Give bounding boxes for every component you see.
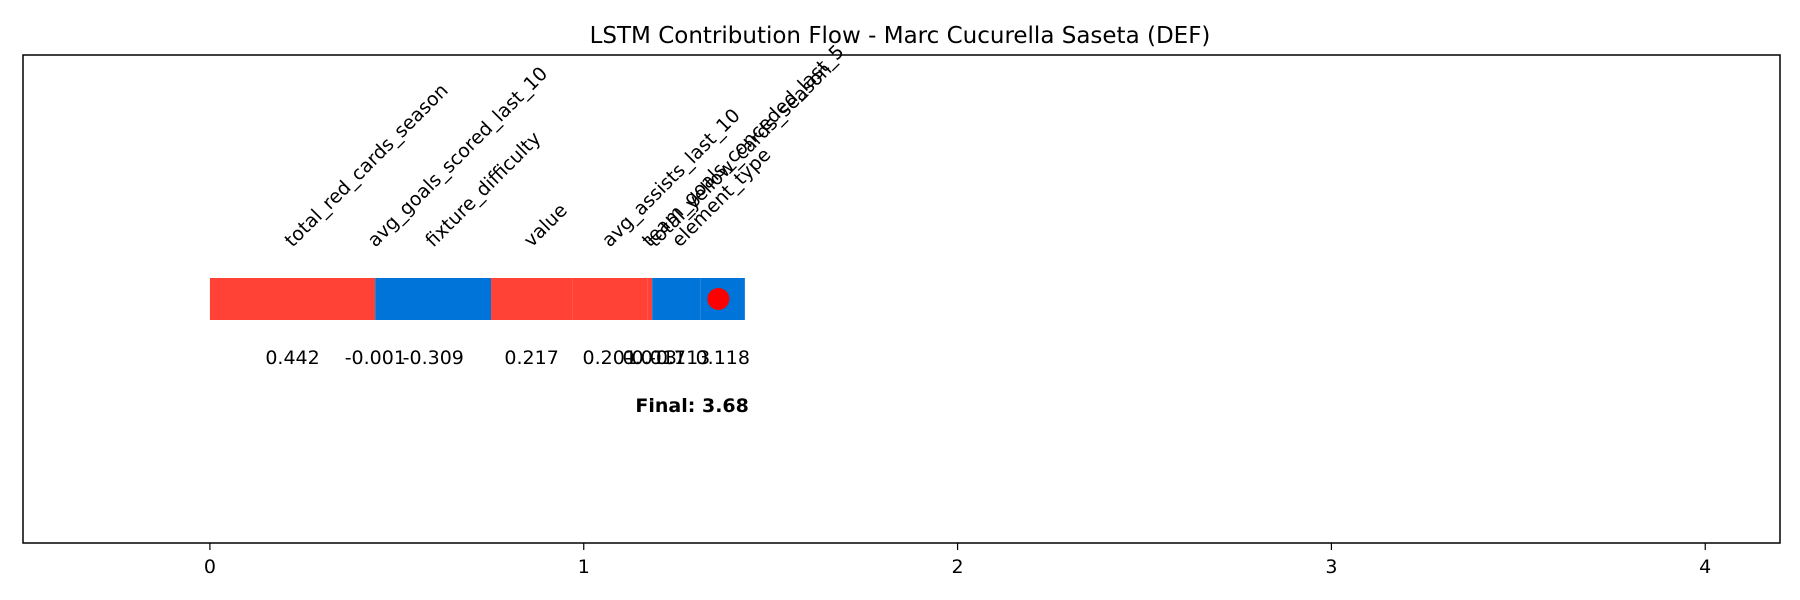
value-label: 0.217 [504,347,558,369]
value-labels: 0.442 -0.001-0.309 0.217 0.2010.013-0.017-0… [265,347,750,369]
bar-segment [375,278,492,320]
final-marker [707,288,730,310]
bar-segment [658,278,701,320]
feature-label: total_red_cards_season [281,79,453,251]
feature-labels: total_red_cards_seasonavg_goals_scored_l… [281,41,849,252]
value-label: -0.017 [625,347,686,369]
value-label: -0.309 [403,347,464,369]
bar-segment [647,278,653,320]
x-tick-label: 0 [204,556,216,578]
bar-segment [652,278,659,320]
x-axis: 0 1 2 3 4 [204,543,1711,578]
bar-segment [209,278,376,320]
value-label: -0.113 [649,347,710,369]
value-label: 0.201 [583,347,637,369]
bar-segment [491,278,573,320]
plot-frame [22,54,1781,544]
chart-title: LSTM Contribution Flow - Marc Cucurella … [590,23,1211,49]
feature-label: total_yellow_cards_season [643,59,836,252]
x-tick-label: 2 [952,556,964,578]
value-label: 0.118 [696,347,750,369]
bar-segments [209,278,745,320]
value-label: 0.013 [623,347,677,369]
value-label: -0.001 [345,347,406,369]
feature-label: value [520,199,572,251]
x-tick-label: 3 [1325,556,1337,578]
value-label: 0.442 [265,347,319,369]
bar-segment [572,278,648,320]
x-tick-label: 4 [1699,556,1711,578]
x-tick-label: 1 [578,556,590,578]
final-label: Final: 3.68 [635,395,748,417]
